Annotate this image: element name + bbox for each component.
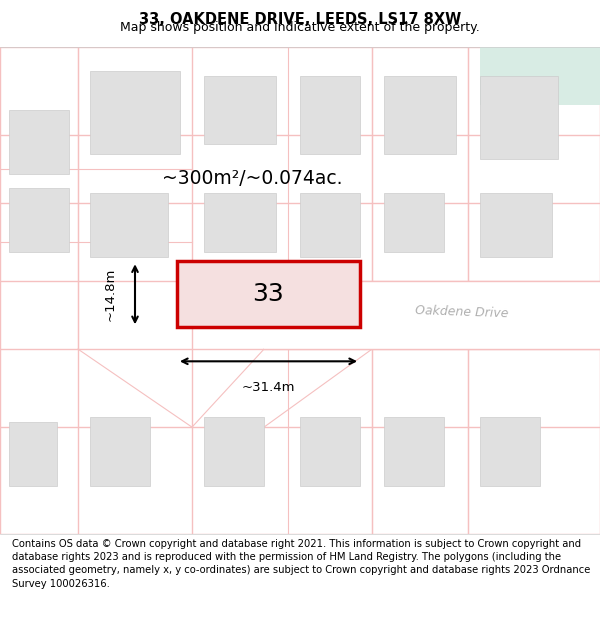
- Text: ~14.8m: ~14.8m: [104, 268, 117, 321]
- Text: ~300m²/~0.074ac.: ~300m²/~0.074ac.: [162, 169, 342, 188]
- Bar: [480, 418, 540, 486]
- Bar: [204, 193, 276, 252]
- Bar: [480, 76, 558, 159]
- Bar: [9, 422, 57, 486]
- Bar: [204, 418, 264, 486]
- Bar: [384, 76, 456, 154]
- Text: 33: 33: [253, 282, 284, 306]
- Text: ~31.4m: ~31.4m: [242, 381, 295, 394]
- Bar: [9, 110, 69, 174]
- Text: Map shows position and indicative extent of the property.: Map shows position and indicative extent…: [120, 21, 480, 34]
- Bar: [90, 193, 168, 256]
- Bar: [300, 76, 360, 154]
- Bar: [384, 418, 444, 486]
- Bar: [177, 261, 360, 328]
- Bar: [90, 71, 180, 154]
- Bar: [480, 193, 552, 256]
- Bar: [204, 76, 276, 144]
- Bar: [9, 188, 69, 252]
- Bar: [384, 193, 444, 252]
- Bar: [300, 418, 360, 486]
- Bar: [300, 193, 360, 256]
- Bar: [480, 47, 600, 106]
- Bar: [90, 418, 150, 486]
- Text: Oakdene Drive: Oakdene Drive: [415, 304, 509, 321]
- Text: Contains OS data © Crown copyright and database right 2021. This information is : Contains OS data © Crown copyright and d…: [12, 539, 590, 589]
- Bar: [264, 281, 600, 349]
- Text: 33, OAKDENE DRIVE, LEEDS, LS17 8XW: 33, OAKDENE DRIVE, LEEDS, LS17 8XW: [139, 12, 461, 27]
